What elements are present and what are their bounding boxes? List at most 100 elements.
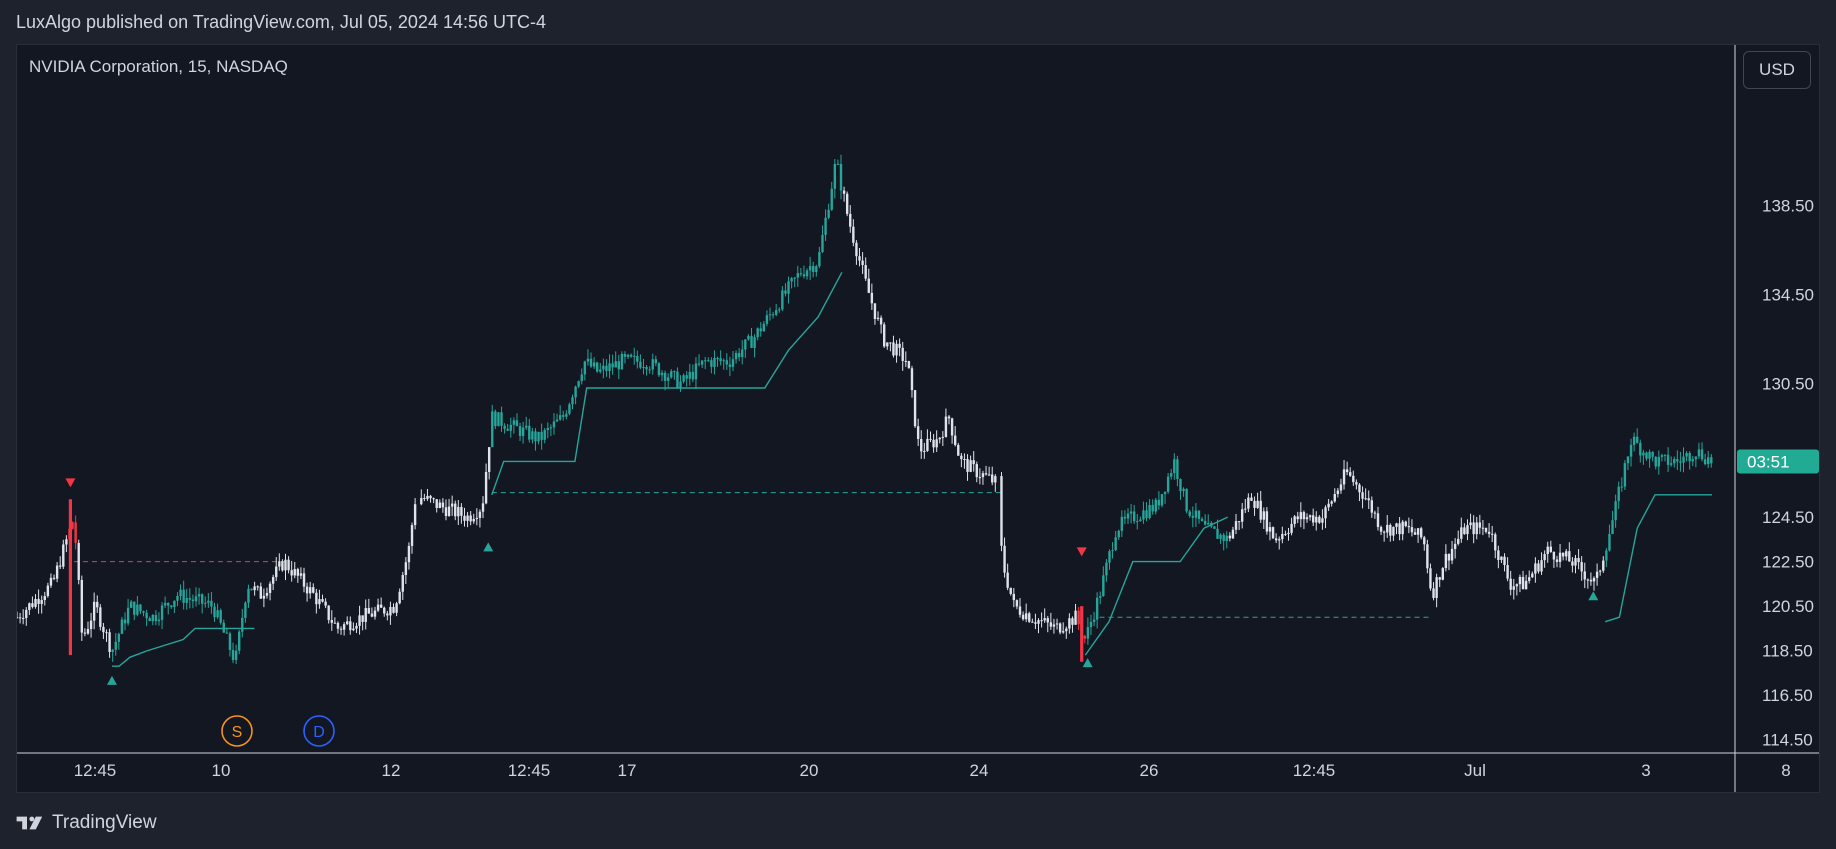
candle-body [1009,587,1012,594]
splits-marker[interactable]: S [221,715,253,747]
candle-body [1416,528,1420,535]
candle-body [1577,557,1580,563]
candle-body [1099,596,1102,598]
candle-body [170,605,173,608]
y-tick-label: 130.50 [1762,375,1814,394]
candle-body [710,360,713,367]
candle-body [966,458,969,472]
candle-body [271,577,275,584]
price-chart[interactable]: 114.50 116.50 118.50 120.50 122.50 124.50 130.… [17,45,1819,792]
candle-body [700,360,704,365]
candle-body [1450,548,1454,561]
candle-body [1336,490,1340,495]
candle-body [898,343,901,348]
candle-body [1426,544,1429,569]
candle-body [432,498,435,500]
candle-body [244,602,247,618]
candle-body [605,365,608,372]
candle-body [741,349,744,358]
candle-body [1043,618,1046,621]
candle-body [65,539,68,545]
candle-body [250,588,253,591]
candle-body [879,317,883,325]
candle-body [1463,527,1466,535]
candle-body [1108,551,1111,563]
candle-body [1015,600,1019,607]
dashed-levels [73,492,1432,618]
candle-body [521,427,525,436]
candle-body [1407,526,1411,528]
candle-body [1228,535,1232,539]
candle-body [1253,500,1256,508]
candle-body [475,517,479,520]
candle-body [1040,620,1043,622]
candle-body [633,355,636,357]
candle-body [546,428,550,431]
candle-body [645,367,648,370]
candle-body [1061,631,1065,633]
candle-body [920,438,923,452]
candle-body [49,577,53,586]
candle-body [889,342,892,344]
footer: TradingView [16,812,157,834]
candle-body [1639,442,1642,456]
x-tick-label: 24 [970,761,989,780]
candle-body [281,561,284,571]
candle-body [1305,517,1309,520]
dividends-marker[interactable]: D [303,715,335,747]
candle-body [429,495,432,499]
candle-body [864,265,867,279]
y-tick-label: 134.50 [1762,286,1814,305]
candle-body [86,629,90,634]
candle-body [231,650,235,661]
candle-body [1250,497,1253,501]
candle-body [253,586,256,591]
x-tick-label: Jul [1464,761,1486,780]
candle-body [941,436,945,438]
candle-body [907,361,911,369]
bear-signal-candle [1080,606,1084,662]
candle-body [1207,522,1210,525]
candle-body [265,592,269,596]
candle-body [1006,572,1009,588]
chart-panel[interactable]: NVIDIA Corporation, 15, NASDAQ USD 114.5… [16,44,1820,793]
candle-body [852,226,855,243]
tradingview-logo-icon[interactable] [16,815,46,831]
candle-body [1636,436,1639,443]
candle-body [383,607,386,614]
candle-body [1441,568,1444,580]
candle-body [994,476,997,483]
candle-body [812,265,815,272]
candle-body [123,619,127,624]
candle-body [1660,455,1664,457]
candle-body [225,632,229,634]
candle-body [1419,528,1423,538]
candle-body [719,358,722,362]
candle-body [1077,610,1080,625]
candle-body [324,601,327,606]
candle-body [1429,568,1432,589]
currency-button[interactable]: USD [1743,51,1811,89]
candle-body [688,371,691,379]
candle-body [197,594,201,597]
candle-body [1330,501,1333,504]
candle-body [1160,494,1164,506]
candle-body [262,595,266,599]
candle-body [1132,511,1136,522]
candle-body [1370,500,1374,513]
candle-body [506,428,509,431]
candle-body [89,620,93,630]
candle-body [1111,550,1114,552]
candle-body [574,386,577,398]
candle-body [1120,516,1124,531]
candle-body [173,600,176,608]
tradingview-brand[interactable]: TradingView [52,812,157,833]
candle-body [731,359,735,367]
candle-body [1598,570,1602,572]
candle-body [1216,528,1219,539]
candle-body [771,314,775,316]
candle-body [577,381,580,387]
candle-body [1256,500,1259,508]
candle-body [1284,533,1287,535]
candle-body [1438,577,1441,580]
